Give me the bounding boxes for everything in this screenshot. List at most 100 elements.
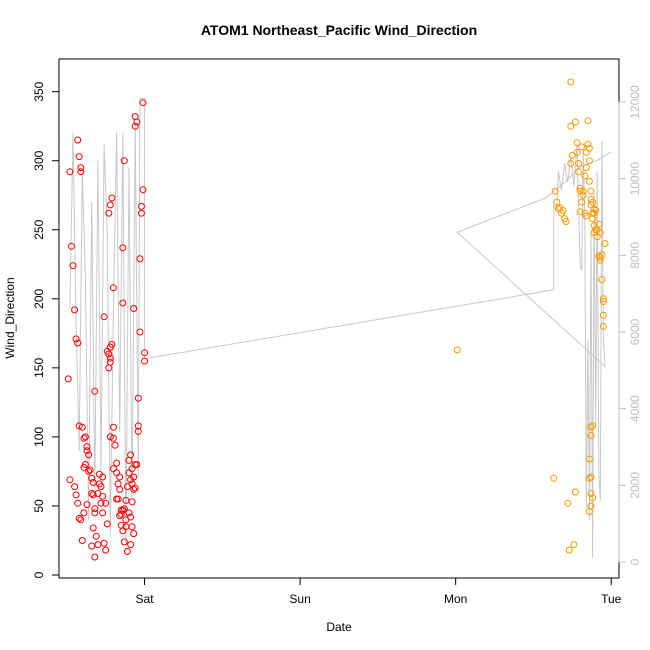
data-point-s0-48 [100,313,108,321]
data-point-s0-17 [77,164,85,172]
data-point-s1-66 [578,143,586,151]
data-point-s1-24 [578,198,586,206]
data-point-s1-25 [579,191,587,199]
data-point-s0-15 [74,136,82,144]
data-point-s0-8 [66,476,74,484]
data-point-s0-96 [130,530,138,538]
data-point-s0-23 [81,461,89,468]
data-point-s1-49 [598,276,606,283]
data-point-s1-31 [585,177,593,185]
data-point-s0-26 [86,466,94,474]
data-point-s1-0 [453,346,461,354]
data-point-s0-122 [80,509,88,517]
data-point-s0-71 [117,510,125,518]
data-point-s1-11 [565,546,573,554]
data-point-s0-108 [134,394,142,402]
y-tick-label-4: 200 [32,288,46,308]
data-point-s1-55 [567,78,575,86]
data-point-s1-9 [562,218,570,225]
data-point-s0-118 [85,467,93,475]
data-point-s0-37 [94,541,102,549]
data-point-s0-43 [97,499,105,507]
data-point-s1-3 [553,198,561,206]
data-point-s0-35 [88,542,96,550]
data-point-s0-95 [128,523,136,531]
y-tick-label-6: 300 [32,150,46,170]
secondary-y-axis: 0 2000 4000 6000 8000 10000 12000 [618,85,642,565]
x-tick-label-0: Sat [136,592,155,606]
data-point-s0-13 [77,516,85,524]
data-point-s0-109 [136,328,144,336]
plot-area-frame [58,58,620,579]
series-line [69,97,612,559]
data-point-s0-56 [105,209,113,217]
data-point-s0-57 [106,201,114,209]
data-point-s0-6 [75,422,83,430]
line-layer [69,97,612,559]
data-point-s1-72 [596,229,604,236]
data-point-s0-32 [91,509,99,517]
data-point-s0-111 [137,209,145,217]
data-point-s0-4 [72,335,80,343]
data-point-s1-50 [599,295,607,303]
data-point-s1-32 [587,187,595,195]
data-point-s0-61 [109,434,117,442]
data-point-s1-15 [570,541,578,549]
data-point-s0-116 [141,349,149,357]
data-point-s1-61 [587,490,595,497]
data-point-s1-51 [599,298,607,306]
data-point-s0-12 [75,514,83,522]
data-point-s0-59 [109,284,117,292]
data-point-s0-103 [131,122,139,130]
data-point-s0-16 [75,153,83,161]
data-point-s0-53 [106,354,114,362]
data-point-s0-107 [134,427,142,435]
data-point-s0-31 [91,505,99,513]
data-point-s0-29 [88,490,96,497]
data-point-s1-12 [567,160,575,167]
data-point-s0-21 [81,433,89,441]
data-point-s0-30 [89,491,97,499]
data-point-s0-47 [103,520,111,528]
y2-tick-label-0: 0 [628,558,642,565]
data-point-s0-117 [83,443,91,451]
data-point-s0-93 [128,498,136,506]
data-point-s0-1 [67,242,75,250]
data-point-s0-27 [88,474,96,482]
data-point-s1-1 [550,474,558,482]
data-point-s0-97 [127,541,135,549]
data-point-s0-18 [77,168,85,176]
chart-title: ATOM1 Northeast_Pacific Wind_Direction [201,22,477,38]
data-point-s1-73 [598,251,606,259]
data-point-s1-63 [585,508,593,515]
data-point-s0-82 [120,157,128,165]
data-point-s0-9 [71,483,79,491]
data-point-s0-5 [74,339,82,347]
data-point-s0-115 [141,357,149,365]
data-point-s0-44 [99,509,107,517]
data-point-s0-33 [89,524,97,532]
data-point-s1-7 [559,206,567,214]
data-point-s0-41 [97,483,105,491]
data-point-s0-124 [99,473,107,481]
data-point-s0-125 [116,473,124,481]
data-point-s0-101 [133,461,141,468]
y-tick-label-7: 350 [32,81,46,101]
data-point-s1-21 [575,168,583,176]
data-point-s1-2 [551,187,559,195]
data-point-s0-55 [108,340,116,348]
data-point-s0-113 [139,186,147,194]
data-point-s1-64 [585,474,593,482]
data-point-s1-54 [601,240,609,248]
data-point-s0-63 [109,423,117,431]
data-point-s0-3 [71,306,79,314]
data-point-s0-114 [139,99,147,107]
data-point-s1-56 [587,423,595,431]
data-point-s0-73 [119,506,127,514]
data-point-s0-11 [74,499,82,507]
data-point-s0-119 [102,499,110,507]
y-tick-label-1: 50 [32,499,46,513]
data-point-s0-45 [100,539,108,547]
data-point-s0-110 [136,255,144,263]
